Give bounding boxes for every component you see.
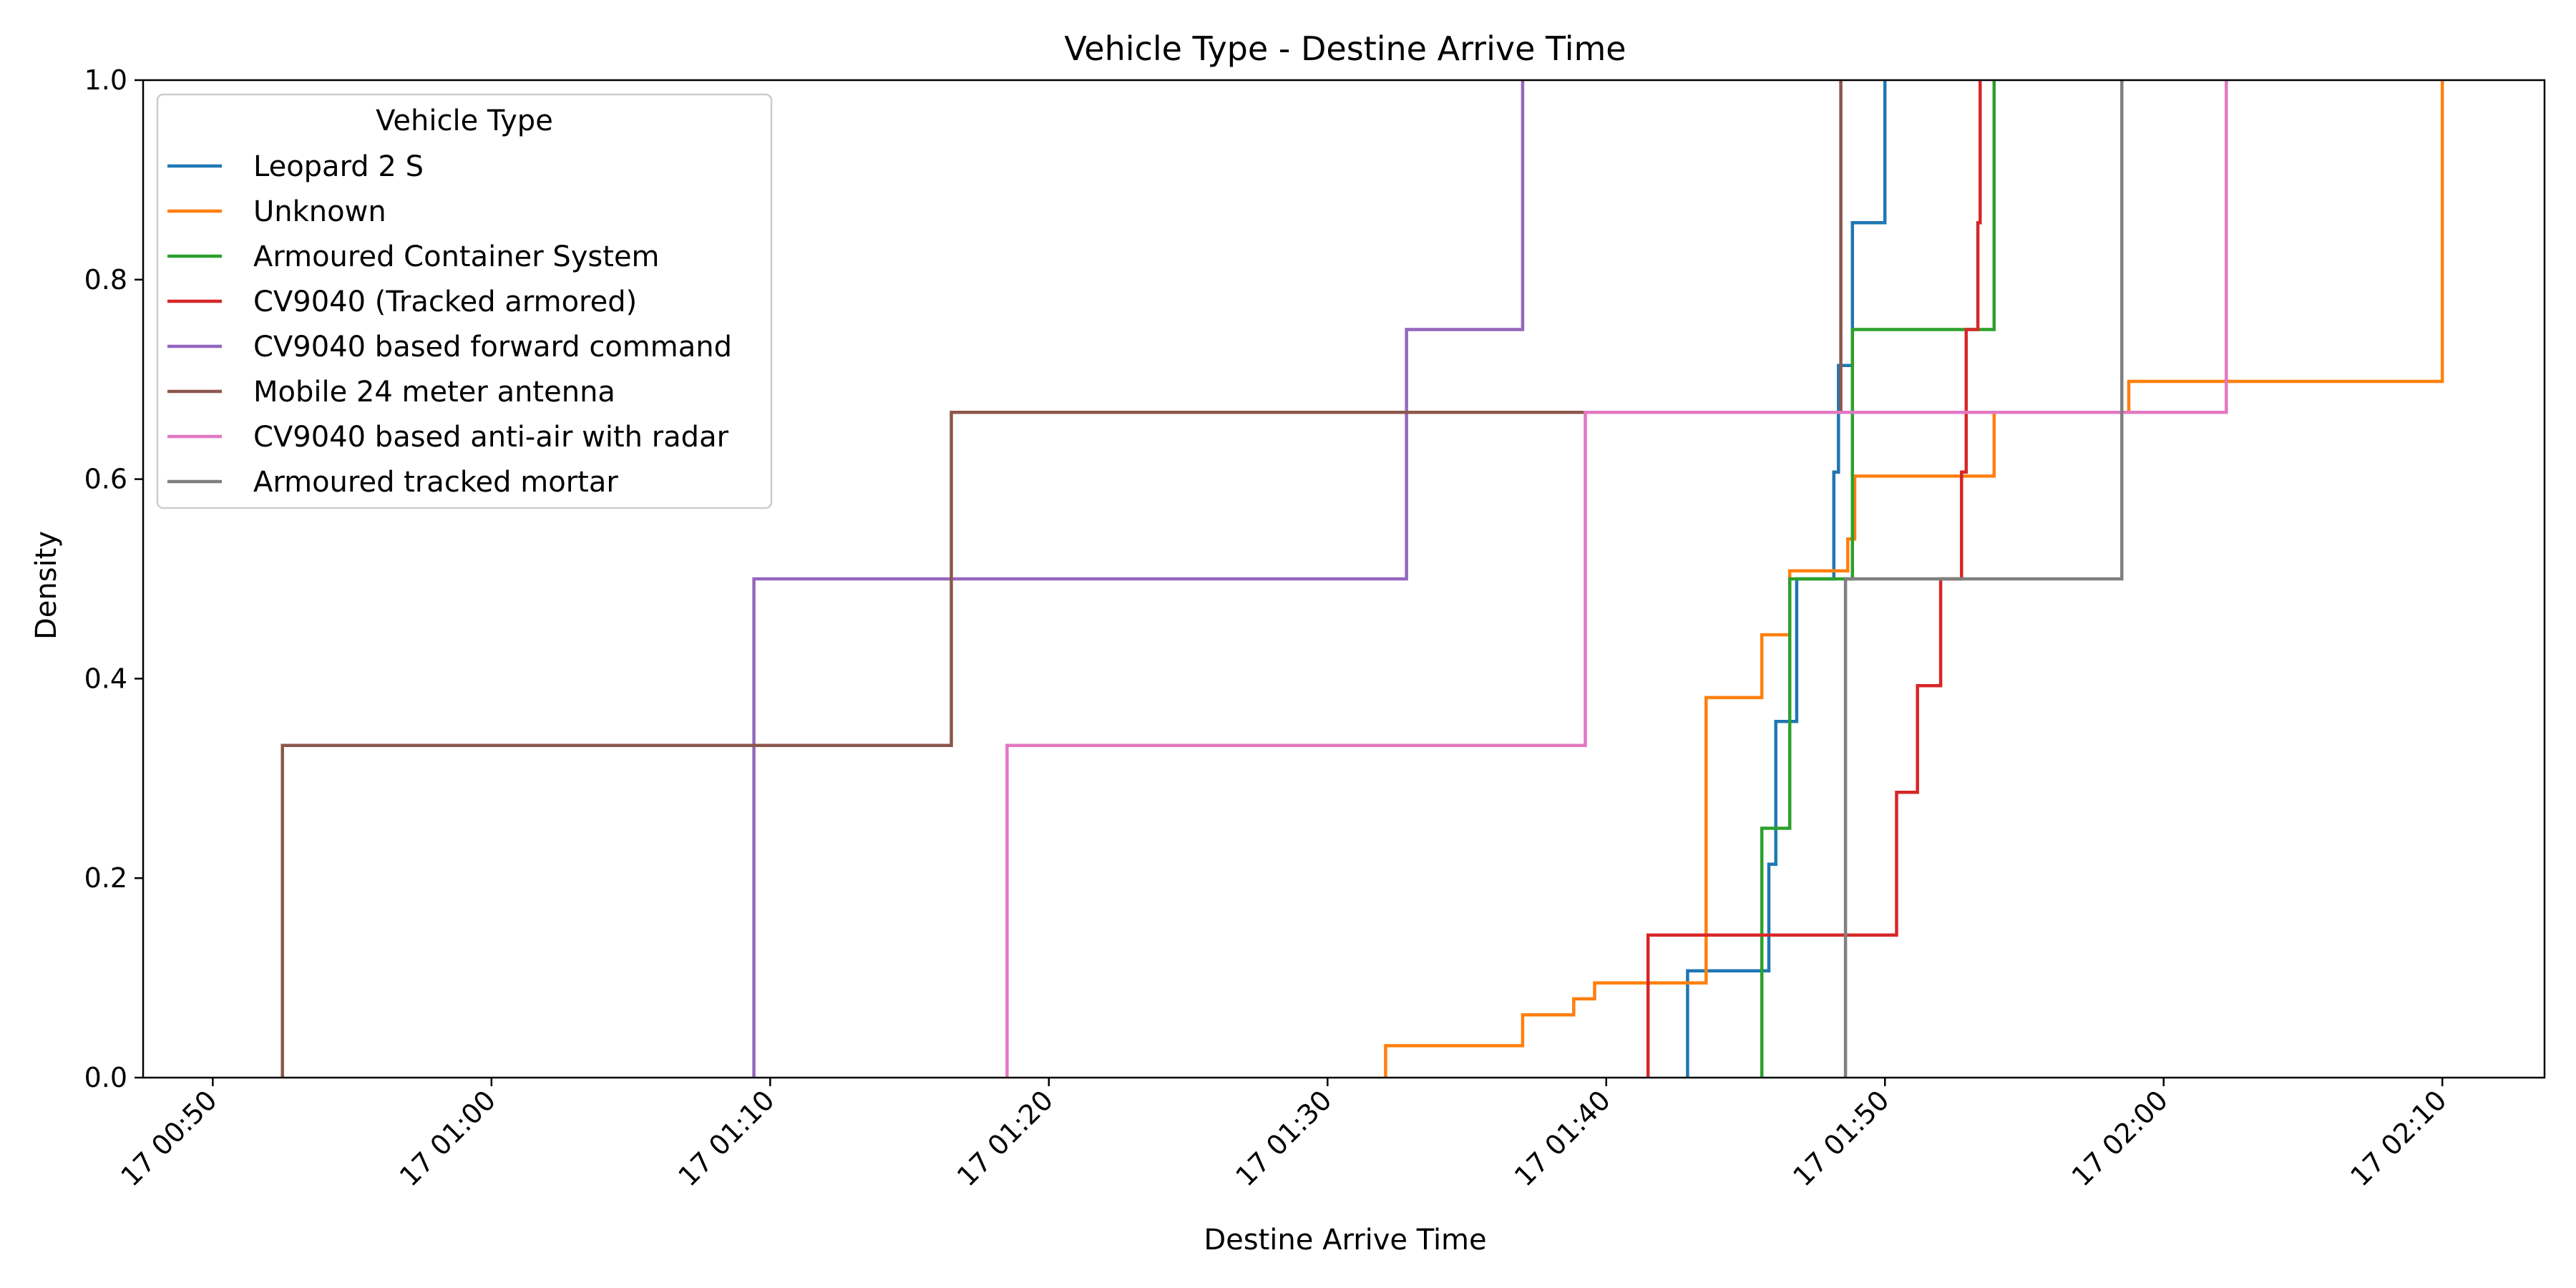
legend-label: Leopard 2 S <box>253 150 424 183</box>
x-tick-label: 17 01:10 <box>672 1084 780 1192</box>
x-tick-label: 17 02:00 <box>2066 1084 2174 1192</box>
legend-box <box>156 93 773 509</box>
series-line-8 <box>1843 80 2124 1078</box>
x-tick-label: 17 01:50 <box>1787 1084 1895 1192</box>
x-tick-label: 17 01:00 <box>394 1084 502 1192</box>
series-line-7 <box>1005 80 2228 1078</box>
plot-frame <box>142 79 2546 1079</box>
legend-label: Unknown <box>253 195 386 228</box>
chart-title: Vehicle Type - Destine Arrive Time <box>1064 29 1626 68</box>
legend-title: Vehicle Type <box>376 104 553 137</box>
y-tick-label: 0.4 <box>84 663 127 694</box>
x-tick-label: 17 02:10 <box>2344 1084 2452 1192</box>
series-line-5 <box>752 80 1525 1078</box>
x-tick-label: 17 01:20 <box>951 1084 1059 1192</box>
x-tick-label: 17 01:40 <box>1508 1084 1616 1192</box>
legend-label: CV9040 (Tracked armored) <box>253 286 637 318</box>
legend-label: CV9040 based forward command <box>253 331 732 364</box>
y-axis-label: Density <box>30 531 63 640</box>
legend-label: Mobile 24 meter antenna <box>253 376 615 409</box>
y-tick-label: 1.0 <box>84 64 127 96</box>
legend-label: Armoured Container System <box>253 240 660 273</box>
legend: Vehicle Type Leopard 2 S Unknown Armoured C… <box>156 93 773 509</box>
y-tick-label: 0.8 <box>84 264 127 296</box>
legend-label: Armoured tracked mortar <box>253 466 618 499</box>
legend-label: CV9040 based anti-air with radar <box>253 421 729 454</box>
series-line-6 <box>280 80 1843 1078</box>
y-tick-label: 0.6 <box>84 464 127 495</box>
x-axis-label: Destine Arrive Time <box>1204 1224 1486 1257</box>
x-tick-label: 17 00:50 <box>114 1084 223 1192</box>
y-tick-label: 0.2 <box>84 862 127 894</box>
x-tick-label: 17 01:30 <box>1229 1084 1337 1192</box>
y-tick-label: 0.0 <box>84 1062 127 1093</box>
